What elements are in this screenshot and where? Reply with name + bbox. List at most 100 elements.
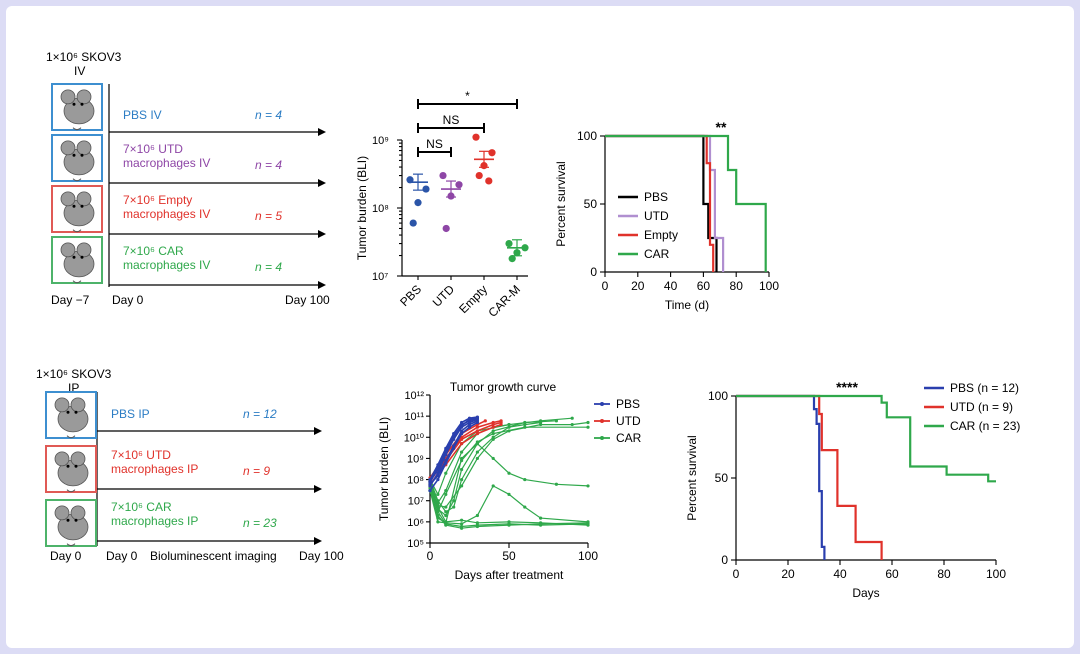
growth-line-car xyxy=(429,485,589,525)
growth-point xyxy=(570,416,574,420)
legend-label: Empty xyxy=(644,228,678,242)
panel-a-arrow-head xyxy=(318,128,326,136)
mouse-icon-ear xyxy=(54,451,70,467)
panel-b-arrow-head xyxy=(314,427,322,435)
mouse-icon-feet xyxy=(66,543,76,547)
mouse-icon-eye xyxy=(74,518,78,522)
survival-iv-chart: 0 50 100 0 20 40 60 80 100 Time (d) Percent surviv… xyxy=(554,119,779,312)
panel-b-day-end: Day 100 xyxy=(299,549,344,563)
panel-a-group-n: n = 4 xyxy=(255,158,282,172)
growth-point xyxy=(586,420,590,425)
data-point xyxy=(475,171,483,180)
growth-point xyxy=(460,526,464,530)
mouse-icon-ear xyxy=(54,505,70,521)
x-axis-label: Time (d) xyxy=(665,298,709,312)
growth-point xyxy=(507,471,511,475)
growth-point xyxy=(444,513,448,518)
legend-marker xyxy=(600,436,604,440)
growth-line-car xyxy=(429,421,589,508)
panel-a-arrow-head xyxy=(318,230,326,238)
growth-point xyxy=(523,477,527,482)
panel-b-group-label1: 7×10⁶ CAR xyxy=(111,500,172,514)
mouse-icon-ear xyxy=(60,140,76,156)
mouse-icon-eye xyxy=(72,102,76,106)
x-tick-label: CAR-M xyxy=(485,282,523,320)
mouse-icon-feet xyxy=(72,178,82,182)
data-point xyxy=(508,255,516,263)
growth-point xyxy=(460,424,464,428)
growth-point xyxy=(436,477,440,482)
panel-a-group-label1: 7×10⁶ CAR xyxy=(123,244,184,258)
x-tick-label: 100 xyxy=(759,279,779,293)
growth-line-car xyxy=(429,421,541,513)
panel-a-group-label1: PBS IV xyxy=(123,108,162,122)
growth-point xyxy=(436,501,440,505)
growth-point xyxy=(475,416,479,420)
growth-point xyxy=(467,417,472,422)
data-point xyxy=(485,177,493,185)
mouse-icon-ear xyxy=(60,242,76,258)
growth-point xyxy=(523,425,527,429)
growth-point xyxy=(444,461,448,465)
growth-point xyxy=(452,499,456,503)
x-tick-label: 80 xyxy=(730,279,744,293)
panel-a-arrow-head xyxy=(318,179,326,187)
growth-point xyxy=(491,431,495,436)
growth-point xyxy=(444,505,448,509)
legend-label: PBS xyxy=(644,190,668,204)
x-tick-label: UTD xyxy=(430,282,458,310)
growth-point xyxy=(444,492,448,496)
panel-b-group-label1: PBS IP xyxy=(111,407,150,421)
panel-a-arrow-head xyxy=(318,281,326,289)
data-point xyxy=(488,149,496,157)
growth-point xyxy=(539,516,543,520)
growth-point xyxy=(452,446,456,450)
panel-b-group-label2: macrophages IP xyxy=(111,462,198,476)
panel-a-header-line1: 1×10⁶ SKOV3 xyxy=(46,50,122,64)
growth-point xyxy=(475,431,479,436)
mouse-icon-eye xyxy=(72,204,76,208)
growth-point xyxy=(460,442,464,446)
panel-a-group-label2: macrophages IV xyxy=(123,156,210,170)
y-tick-label: 10⁹ xyxy=(407,453,424,465)
x-tick-label: 40 xyxy=(833,567,847,581)
x-tick-label: Empty xyxy=(456,282,490,316)
y-tick-label: 10⁸ xyxy=(372,203,389,215)
mouse-icon-ear xyxy=(76,140,92,156)
x-axis-label: Days xyxy=(852,586,879,600)
growth-point xyxy=(491,456,495,461)
growth-point xyxy=(460,477,464,482)
panel-a-group-label2: macrophages IV xyxy=(123,207,210,221)
panel-b-imaging-label: Bioluminescent imaging xyxy=(150,549,277,563)
survival-line-3 xyxy=(605,134,767,272)
growth-point xyxy=(475,456,479,461)
mouse-icon-eye xyxy=(80,102,84,106)
data-point xyxy=(439,171,447,180)
panel-a-group-label1: 7×10⁶ UTD xyxy=(123,142,183,156)
x-tick-label: 100 xyxy=(578,549,598,563)
growth-point xyxy=(475,524,479,529)
x-tick-label: 20 xyxy=(631,279,645,293)
mouse-icon-ear xyxy=(60,191,76,207)
panel-a-day-left: Day −7 xyxy=(51,293,90,307)
data-point xyxy=(414,199,422,207)
mouse-icon-feet xyxy=(66,489,76,493)
y-tick-label: 10⁷ xyxy=(408,496,424,508)
y-tick-label: 10¹¹ xyxy=(404,411,424,423)
growth-point xyxy=(436,520,440,524)
legend-label: CAR (n = 23) xyxy=(950,419,1020,433)
panel-a-group-label1: 7×10⁶ Empty xyxy=(123,193,192,207)
growth-point xyxy=(436,503,440,508)
panel-b-day-left: Day 0 xyxy=(50,549,82,563)
growth-line-car xyxy=(429,490,589,529)
significance-label: NS xyxy=(443,113,460,127)
growth-point xyxy=(507,492,511,496)
growth-point xyxy=(428,489,432,493)
panel-a-day-start: Day 0 xyxy=(112,293,144,307)
legend-label: UTD xyxy=(616,414,641,428)
growth-point xyxy=(428,481,432,485)
y-axis-label: Tumor burden (BLI) xyxy=(377,417,391,521)
mouse-icon-ear xyxy=(60,89,76,105)
mouse-icon-feet xyxy=(72,127,82,131)
growth-point xyxy=(475,425,479,429)
